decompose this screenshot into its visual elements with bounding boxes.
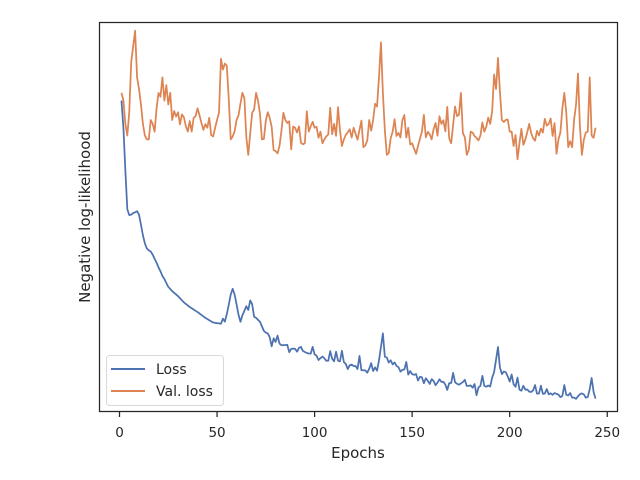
x-tick-label: 200 bbox=[497, 425, 523, 441]
plot-frame bbox=[98, 21, 619, 413]
x-axis-label: Epochs bbox=[331, 444, 385, 462]
x-tick-label: 100 bbox=[302, 425, 328, 441]
x-tick-label: 250 bbox=[594, 425, 620, 441]
series-line-loss bbox=[120, 100, 597, 400]
x-tick-label: 50 bbox=[208, 425, 225, 441]
legend-label-val-loss: Val. loss bbox=[156, 384, 213, 400]
series-line-val-loss bbox=[120, 29, 597, 161]
legend: Loss Val. loss bbox=[106, 355, 224, 406]
x-tick-label: 0 bbox=[115, 425, 124, 441]
legend-label-loss: Loss bbox=[156, 362, 187, 378]
x-tick-label: 150 bbox=[399, 425, 425, 441]
plot-lines bbox=[120, 29, 597, 400]
x-axis-ticks: 0 50 100 150 200 250 bbox=[115, 411, 620, 441]
y-axis-label: Negative log-likelihood bbox=[76, 131, 94, 303]
